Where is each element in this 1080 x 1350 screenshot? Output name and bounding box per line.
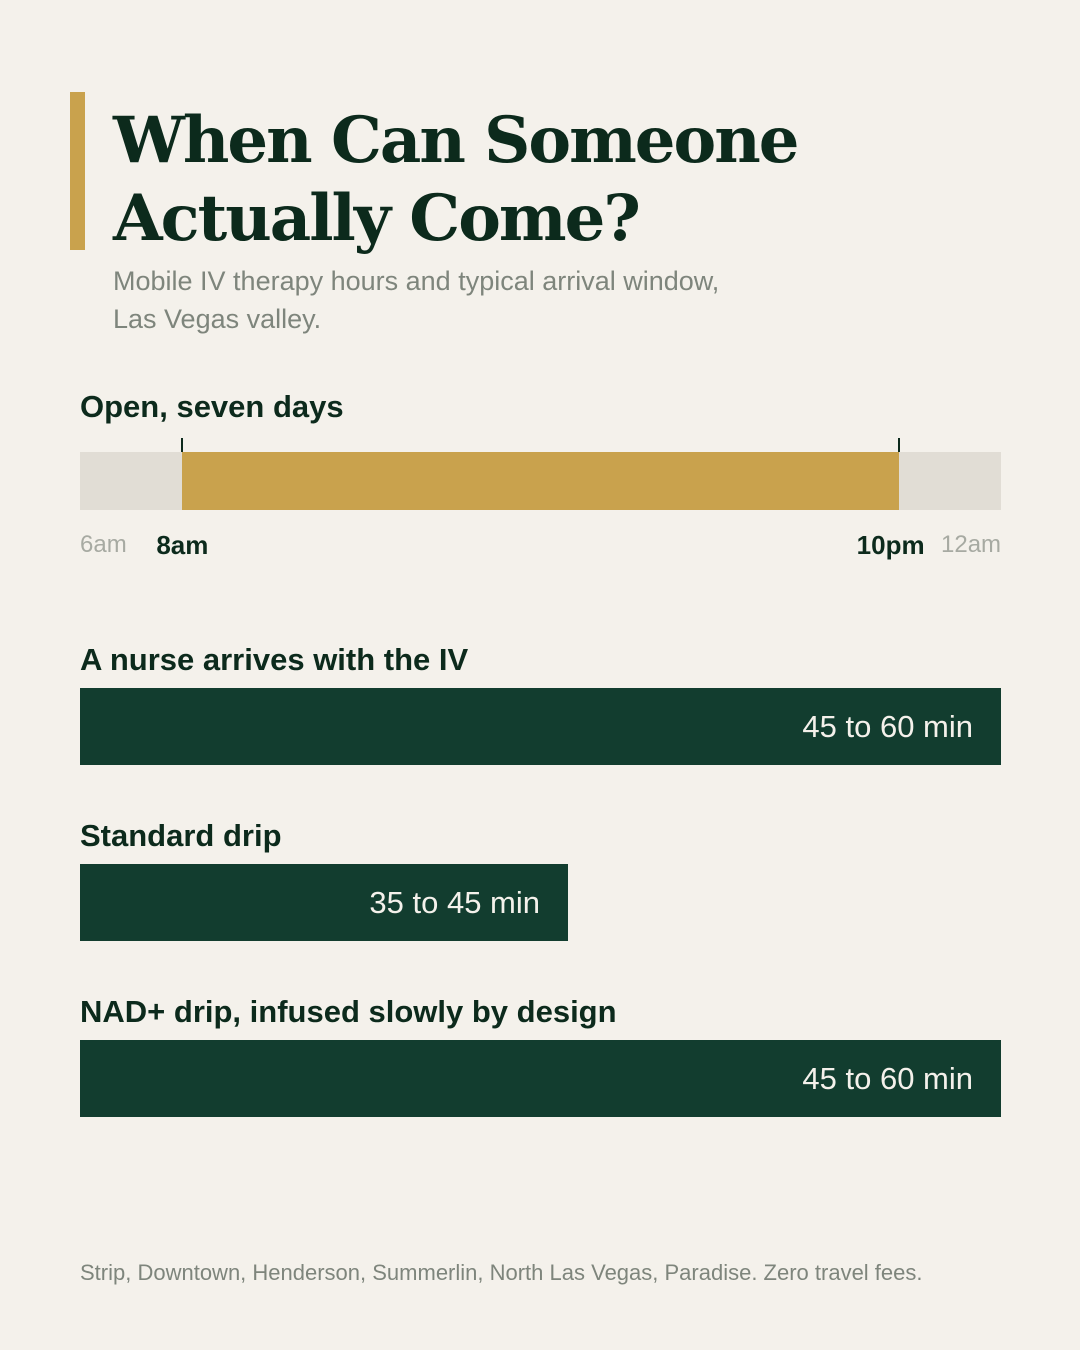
page-title: When Can Someone Actually Come?	[113, 102, 1013, 258]
subtitle-line-1: Mobile IV therapy hours and typical arri…	[113, 266, 720, 296]
hours-chart-title: Open, seven days	[80, 389, 344, 424]
hour-tick-mark	[181, 438, 184, 452]
title-line-2: Actually Come?	[113, 181, 641, 256]
duration-value: 35 to 45 min	[369, 885, 540, 920]
hours-track	[80, 452, 1001, 510]
open-hours-bar	[182, 452, 899, 510]
hour-tick-label: 10pm	[856, 530, 925, 560]
duration-bar: 45 to 60 min	[80, 1040, 1001, 1117]
hour-tick-mark	[897, 438, 900, 452]
duration-label: A nurse arrives with the IV	[80, 642, 469, 677]
hour-tick-label: 6am	[80, 531, 127, 558]
subtitle-line-2: Las Vegas valley.	[113, 304, 322, 334]
duration-bar: 45 to 60 min	[80, 688, 1001, 765]
service-area-footer: Strip, Downtown, Henderson, Summerlin, N…	[80, 1260, 923, 1285]
title-accent-bar	[70, 92, 85, 250]
duration-value: 45 to 60 min	[802, 1061, 973, 1096]
duration-value: 45 to 60 min	[802, 709, 973, 744]
duration-bar: 35 to 45 min	[80, 864, 568, 941]
duration-label: Standard drip	[80, 818, 282, 853]
title-line-1: When Can Someone	[113, 103, 799, 178]
hour-tick-label: 8am	[156, 530, 209, 560]
hour-tick-label: 12am	[941, 531, 1002, 558]
duration-label: NAD+ drip, infused slowly by design	[80, 994, 617, 1029]
page-subtitle: Mobile IV therapy hours and typical arri…	[113, 262, 833, 338]
